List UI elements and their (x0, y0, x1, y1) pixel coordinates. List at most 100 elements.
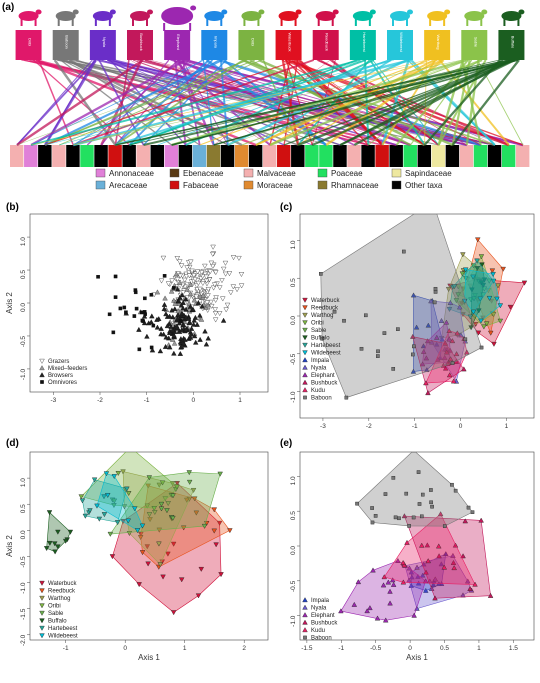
species-label: Reedbuck (325, 33, 330, 51)
data-point (178, 263, 185, 269)
data-point (462, 267, 469, 273)
data-point (151, 506, 157, 511)
data-point (162, 295, 168, 301)
network-link (45, 59, 395, 146)
data-point (409, 574, 415, 580)
data-point (160, 255, 167, 261)
legend-marker (40, 380, 44, 384)
data-point (195, 280, 202, 286)
data-point (169, 481, 176, 487)
data-point (186, 479, 193, 485)
data-point (359, 346, 364, 351)
data-point (424, 542, 431, 548)
animal-silhouette-icon (315, 11, 336, 21)
data-point (203, 304, 209, 310)
data-point (401, 513, 408, 519)
data-point (161, 301, 168, 307)
data-point (411, 515, 416, 520)
data-point (172, 306, 178, 312)
data-point (464, 349, 470, 355)
data-point (178, 577, 185, 583)
data-point (497, 318, 504, 324)
data-point (410, 333, 416, 339)
network-link (241, 59, 469, 146)
species-label: Oribi (28, 38, 33, 47)
data-point (191, 496, 198, 502)
data-point (158, 501, 165, 507)
data-point (178, 327, 185, 333)
data-point (169, 336, 176, 342)
animal-silhouette-icon (352, 11, 373, 21)
data-point (216, 311, 223, 317)
y-tick-label: 0.0 (290, 546, 297, 555)
family-bar (80, 145, 94, 167)
data-point (419, 514, 424, 519)
legend-marker (39, 595, 45, 601)
data-point (195, 300, 202, 306)
data-point (201, 523, 208, 529)
data-point (413, 324, 420, 330)
legend-swatch (391, 168, 402, 178)
data-point (55, 544, 61, 550)
data-point (137, 535, 144, 541)
data-point (446, 307, 453, 312)
y-tick-label: -1.0 (290, 391, 297, 403)
data-point (149, 293, 154, 297)
legend-marker (302, 627, 308, 633)
y-tick-label: -1.0 (290, 615, 297, 627)
data-point (423, 569, 429, 575)
data-point (180, 305, 186, 311)
data-point (420, 348, 427, 354)
data-point (174, 286, 181, 292)
data-point (490, 312, 497, 318)
data-point (187, 291, 194, 297)
family-bar (220, 145, 235, 167)
family-bar (333, 145, 347, 167)
legend-label: Sable (311, 328, 327, 334)
animal-leg-icon (220, 19, 223, 26)
network-link (115, 59, 508, 146)
data-point (122, 305, 127, 310)
animal-head-icon (258, 9, 265, 15)
x-tick-label: 0 (408, 645, 412, 652)
species-label: Buffalo (510, 36, 515, 49)
data-point (417, 502, 422, 506)
legend-marker (302, 612, 308, 618)
data-point (431, 200, 434, 203)
data-point (472, 581, 478, 587)
data-point (226, 271, 233, 277)
data-point (205, 335, 211, 341)
data-point (165, 551, 171, 557)
network-link (114, 59, 130, 146)
family-bar (234, 145, 249, 167)
network-link (30, 59, 205, 146)
data-point (164, 508, 170, 514)
data-point (450, 361, 455, 365)
data-point (213, 295, 219, 301)
species-box (127, 30, 153, 60)
data-point (158, 325, 164, 331)
data-point (486, 295, 493, 301)
data-point (189, 268, 195, 274)
species-box (52, 30, 79, 60)
y-tick-label: -1.0 (20, 582, 27, 594)
legend-label: Baboon (311, 396, 332, 402)
data-point (219, 278, 225, 284)
species-box (238, 30, 265, 60)
legend-label: Baboon (311, 636, 332, 642)
data-point (500, 266, 506, 272)
network-link (293, 59, 426, 146)
data-point (210, 285, 217, 291)
data-point (404, 539, 410, 545)
legend-swatch (243, 180, 254, 190)
legend-label: Omnivores (48, 380, 77, 386)
data-point (428, 298, 434, 304)
data-point (381, 574, 388, 580)
data-point (197, 286, 203, 292)
animal-leg-icon (392, 19, 394, 26)
data-point (62, 538, 69, 544)
data-point (212, 311, 219, 317)
data-point (87, 508, 93, 514)
family-bar (375, 145, 389, 167)
data-point (391, 476, 396, 480)
